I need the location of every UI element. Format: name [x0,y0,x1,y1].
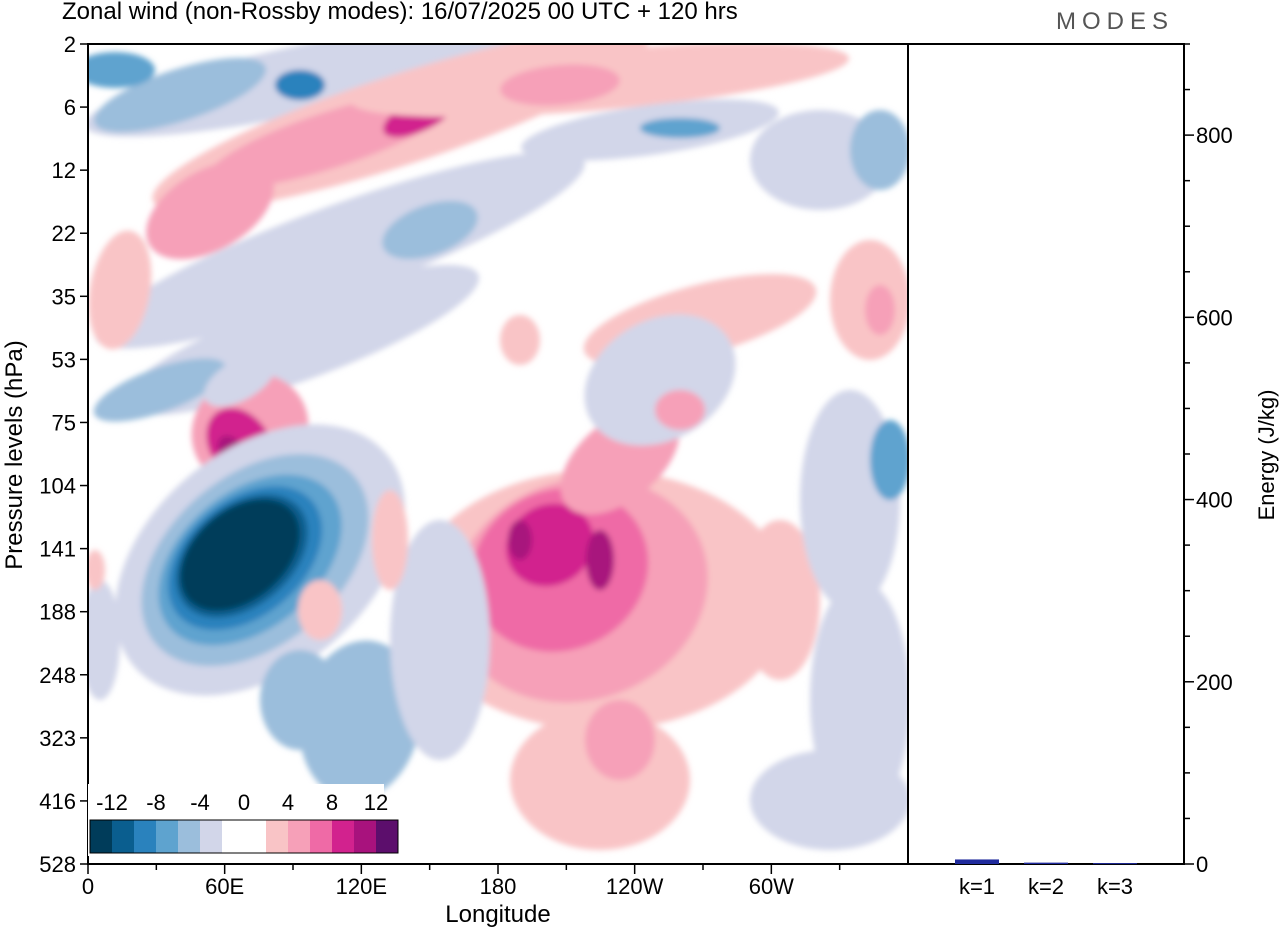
y-tick-label: 323 [39,726,76,751]
y-tick-label: 104 [39,474,76,499]
heatmap-field [88,44,908,850]
y-tick-label: 2 [64,32,76,57]
y-tick-label: 188 [39,600,76,625]
colorbar-label: 0 [238,790,250,815]
chart-title: Zonal wind (non-Rossby modes): 16/07/202… [62,0,738,25]
y-tick-label: 12 [52,158,76,183]
energy-panel-frame [907,43,1185,865]
energy-tick-label: 800 [1196,123,1233,148]
colorbar-label: 4 [282,790,294,815]
colorbar-swatch [90,820,112,853]
y-tick-label: 528 [39,852,76,877]
colorbar-label: 8 [326,790,338,815]
colorbar-swatch [354,820,376,853]
colorbar-label: -8 [146,790,166,815]
x-tick-label: 0 [82,874,94,899]
y-tick-label: 6 [64,95,76,120]
y-tick-label: 22 [52,221,76,246]
y-axis-label: Pressure levels (hPa) [1,340,28,569]
colorbar-label: -12 [96,790,128,815]
colorbar-swatch [200,820,222,853]
x-axis: 0 60E 120E 180 120W 60W [82,864,841,899]
energy-axis: 0 200 400 600 800 [1184,43,1233,877]
energy-tick-label: 0 [1196,852,1208,877]
colorbar-swatch [266,820,288,853]
energy-bar [1093,863,1137,865]
colorbar: -12 -8 -4 0 4 8 12 [88,784,399,856]
energy-tick-label: 600 [1196,305,1233,330]
energy-axis-label: Energy (J/kg) [1254,390,1279,521]
energy-tick-label: 400 [1196,488,1233,513]
energy-category-label: k=3 [1097,874,1133,899]
y-tick-label: 75 [52,410,76,435]
x-tick-label: 60E [205,874,244,899]
y-tick-label: 141 [39,537,76,562]
energy-bar [955,859,999,864]
colorbar-swatch [112,820,134,853]
colorbar-swatch [376,820,398,853]
colorbar-label: -4 [190,790,210,815]
y-tick-label: 248 [39,663,76,688]
colorbar-swatch [332,820,354,853]
x-tick-label: 180 [480,874,517,899]
x-tick-label: 120W [606,874,664,899]
colorbar-swatch [244,820,266,853]
colorbar-swatch [288,820,310,853]
y-tick-label: 35 [52,284,76,309]
modes-logo: MODES [1056,8,1175,35]
x-tick-label: 120E [336,874,387,899]
energy-category-label: k=1 [959,874,995,899]
x-tick-label: 60W [749,874,794,899]
energy-bars: k=1 k=2 k=3 [955,859,1137,899]
y-tick-label: 53 [52,347,76,372]
y-axis: 2 6 12 22 35 53 75 104 141 188 248 323 416 528 [39,32,88,877]
colorbar-label: 12 [364,790,388,815]
energy-category-label: k=2 [1028,874,1064,899]
energy-bar [1024,862,1068,864]
colorbar-swatch [222,820,244,853]
colorbar-swatch [178,820,200,853]
colorbar-swatch [156,820,178,853]
x-axis-label: Longitude [445,901,550,928]
colorbar-swatch [134,820,156,853]
y-tick-label: 416 [39,789,76,814]
energy-tick-label: 200 [1196,670,1233,695]
colorbar-swatch [310,820,332,853]
